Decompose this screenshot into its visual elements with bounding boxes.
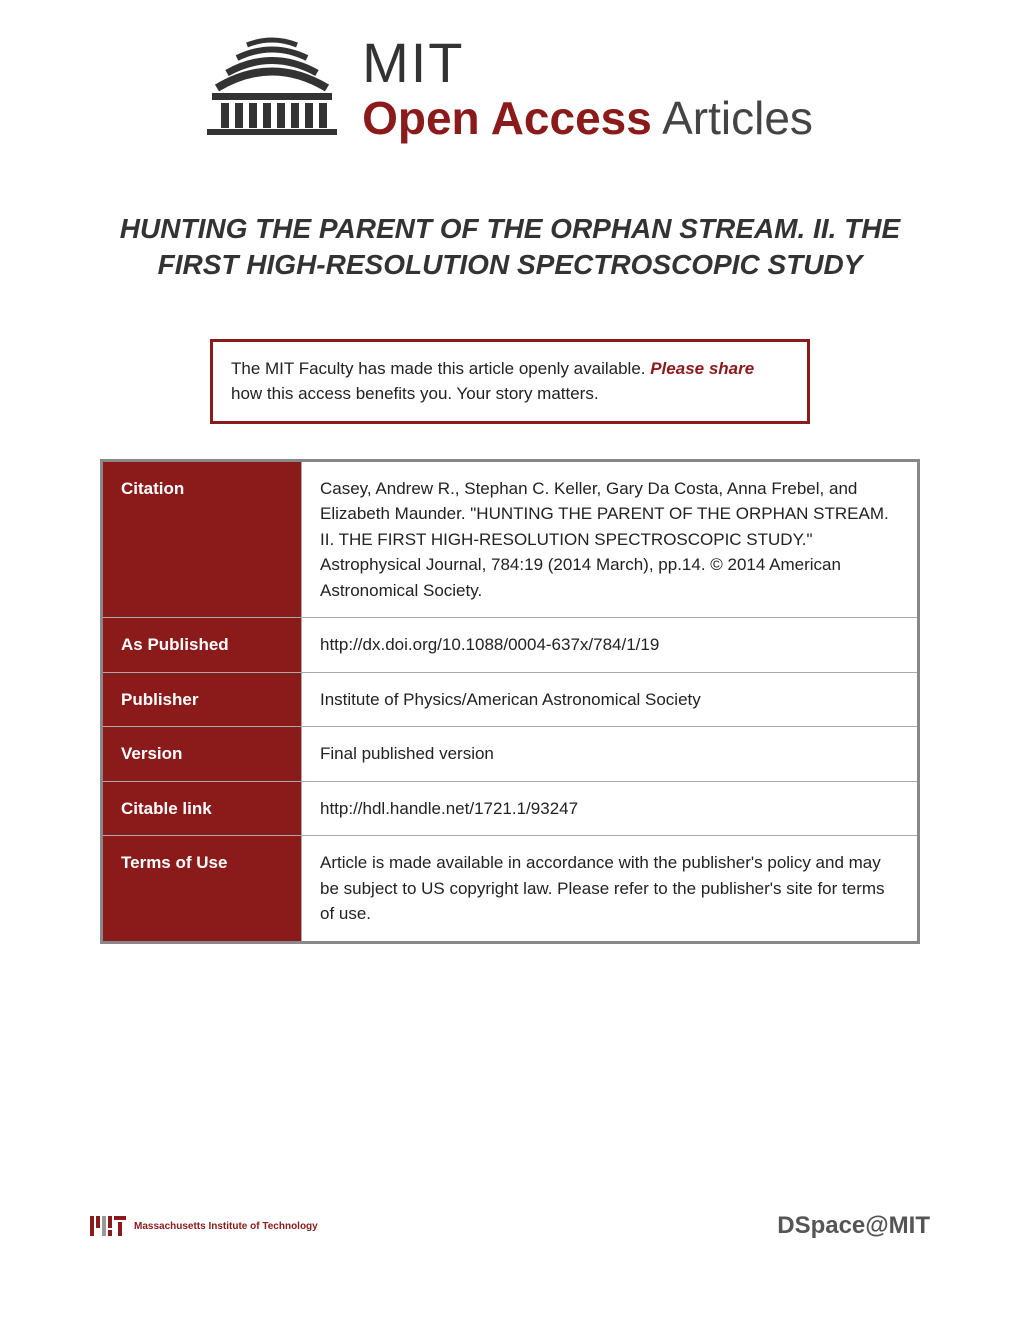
logo-oa-light: Articles: [652, 92, 813, 144]
dome-icon: [207, 33, 337, 138]
please-share-link[interactable]: Please share: [650, 359, 754, 378]
share-suffix: how this access benefits you. Your story…: [231, 384, 599, 403]
version-label: Version: [102, 727, 302, 782]
publisher-value: Institute of Physics/American Astronomic…: [302, 672, 919, 727]
citation-label: Citation: [102, 460, 302, 618]
share-box: The MIT Faculty has made this article op…: [210, 339, 810, 424]
as-published-label: As Published: [102, 618, 302, 673]
citable-link-value[interactable]: http://hdl.handle.net/1721.1/93247: [302, 781, 919, 836]
table-row: Publisher Institute of Physics/American …: [102, 672, 919, 727]
table-row: Terms of Use Article is made available i…: [102, 836, 919, 943]
footer: Massachusetts Institute of Technology DS…: [0, 1212, 1020, 1240]
dspace-text: DSpace@MIT: [777, 1212, 930, 1240]
article-title: HUNTING THE PARENT OF THE ORPHAN STREAM.…: [0, 211, 1020, 284]
table-row: As Published http://dx.doi.org/10.1088/0…: [102, 618, 919, 673]
mit-footer-text: Massachusetts Institute of Technology: [134, 1221, 318, 1232]
logo-mit-text: MIT: [362, 30, 813, 95]
citation-value: Casey, Andrew R., Stephan C. Keller, Gar…: [302, 460, 919, 618]
terms-value: Article is made available in accordance …: [302, 836, 919, 943]
publisher-label: Publisher: [102, 672, 302, 727]
terms-label: Terms of Use: [102, 836, 302, 943]
logo-open-access-text: Open Access Articles: [362, 95, 813, 141]
version-value: Final published version: [302, 727, 919, 782]
citable-link-label: Citable link: [102, 781, 302, 836]
mit-bars-icon: [90, 1216, 126, 1236]
metadata-table: Citation Casey, Andrew R., Stephan C. Ke…: [100, 459, 920, 944]
mit-footer-logo: Massachusetts Institute of Technology: [90, 1216, 318, 1236]
share-prefix: The MIT Faculty has made this article op…: [231, 359, 650, 378]
table-row: Citation Casey, Andrew R., Stephan C. Ke…: [102, 460, 919, 618]
table-row: Citable link http://hdl.handle.net/1721.…: [102, 781, 919, 836]
header-logo: MIT Open Access Articles: [0, 0, 1020, 141]
logo-oa-bold: Open Access: [362, 92, 652, 144]
table-row: Version Final published version: [102, 727, 919, 782]
as-published-value[interactable]: http://dx.doi.org/10.1088/0004-637x/784/…: [302, 618, 919, 673]
logo-text: MIT Open Access Articles: [362, 30, 813, 141]
